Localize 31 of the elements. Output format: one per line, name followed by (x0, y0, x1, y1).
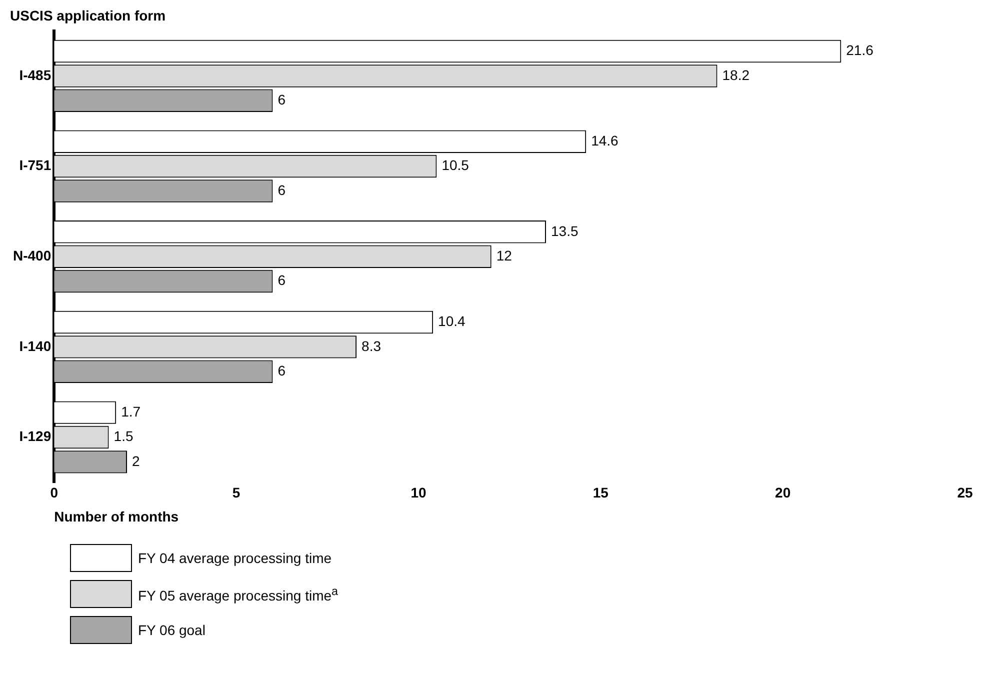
x-tick-label: 20 (775, 484, 791, 501)
data-label: 6 (278, 182, 286, 198)
x-tick-label: 5 (232, 484, 240, 501)
y-tick-label: N-400 (12, 247, 52, 264)
data-label: 6 (278, 272, 286, 288)
x-tick-label: 15 (592, 484, 609, 501)
data-label: 8.3 (362, 338, 382, 354)
data-label: 13.5 (551, 222, 578, 239)
data-label: 21.6 (846, 42, 874, 58)
text: FY 04 average processing time (138, 550, 332, 566)
y-tick-label: I-129 (19, 428, 52, 444)
y-tick-label: I-751 (19, 157, 52, 174)
x-tick-label: 0 (50, 484, 58, 501)
data-label: 18.2 (722, 66, 750, 83)
x-tick-label: 25 (957, 484, 973, 501)
x-tick-label: 10 (410, 484, 426, 501)
x-axis-title: Number of months (54, 508, 179, 524)
data-label: 6 (278, 92, 286, 108)
data-label: 10.5 (442, 157, 470, 174)
legend-label: FY 05 average processing time$^{a}$ (138, 584, 338, 604)
legend-label: FY 06 goal (138, 622, 206, 638)
data-label: 1.5 (114, 428, 134, 444)
y-tick-label: I-140 (19, 338, 52, 354)
data-label: 1.7 (121, 403, 141, 420)
chart-title: USCIS application form (10, 7, 166, 24)
y-tick-label: I-485 (19, 66, 52, 83)
data-label: 6 (278, 362, 286, 378)
data-label: 2 (132, 452, 140, 469)
data-label: 12 (496, 247, 512, 264)
data-label: 14.6 (591, 132, 619, 148)
data-label: 10.4 (438, 313, 466, 330)
